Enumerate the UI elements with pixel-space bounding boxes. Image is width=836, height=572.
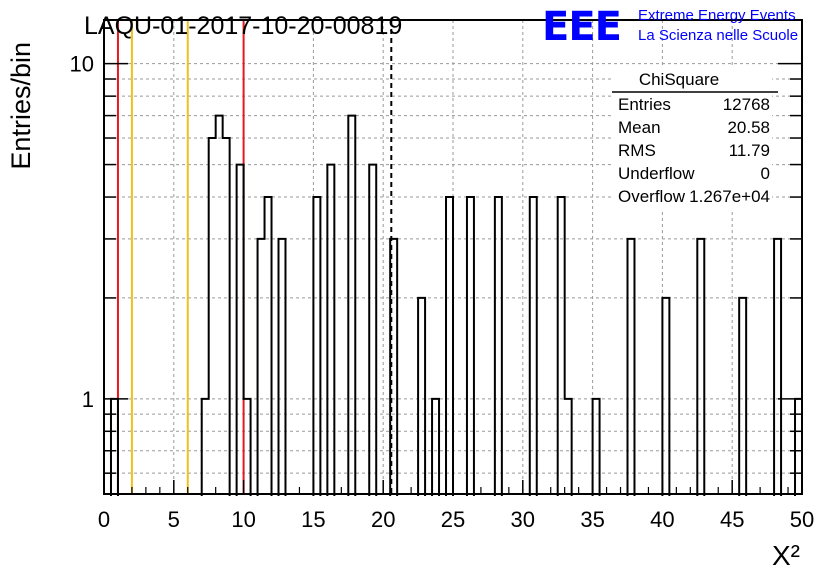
x-tick-label: 45 — [720, 507, 744, 532]
histogram-bin — [202, 399, 209, 494]
histogram-bin — [418, 298, 425, 494]
x-tick-label: 25 — [441, 507, 465, 532]
x-tick-label: 5 — [168, 507, 180, 532]
histogram-bin — [111, 399, 118, 494]
histogram-bin — [313, 197, 320, 494]
stats-underflow-label: Underflow — [618, 164, 695, 183]
histogram-bin — [662, 298, 669, 494]
stats-entries-label: Entries — [618, 95, 671, 114]
eee-logo: EEE — [542, 4, 621, 50]
logo-subtitle-line2: La Scienza nelle Scuole — [638, 27, 798, 44]
x-tick-label: 20 — [371, 507, 395, 532]
x-axis-label: X² — [772, 540, 800, 571]
x-tick-label: 15 — [301, 507, 325, 532]
histogram-bin — [216, 116, 223, 494]
x-tick-label: 10 — [231, 507, 255, 532]
stats-overflow-value: 1.267e+04 — [689, 187, 770, 206]
stats-box-title: ChiSquare — [639, 70, 719, 89]
stats-overflow-label: Overflow — [618, 187, 686, 206]
histogram-bin — [258, 239, 265, 494]
histogram-bin — [279, 239, 286, 494]
histogram-bin — [265, 197, 272, 494]
histogram-bin — [697, 239, 704, 494]
y-tick-label: 1 — [82, 387, 94, 412]
y-tick-label: 10 — [70, 52, 94, 77]
histogram-bin — [628, 239, 635, 494]
stats-entries-value: 12768 — [723, 95, 770, 114]
x-tick-label: 50 — [790, 507, 814, 532]
y-tick-labels: 1 10 — [70, 52, 94, 412]
stats-underflow-value: 0 — [761, 164, 770, 183]
stats-mean-label: Mean — [618, 118, 661, 137]
histogram-bin — [739, 298, 746, 494]
run-title: LAQU-01-2017-10-20-00819 — [84, 12, 402, 40]
histogram-bin — [558, 197, 565, 494]
x-tick-label: 0 — [98, 507, 110, 532]
histogram-bin — [495, 197, 502, 494]
x-tick-labels: 0 5 10 15 20 25 30 35 40 45 50 — [98, 507, 814, 532]
histogram-bin — [565, 399, 572, 494]
histogram-bin — [593, 399, 600, 494]
histogram-bin — [390, 239, 397, 494]
x-tick-label: 30 — [511, 507, 535, 532]
histogram-bin — [209, 138, 216, 494]
axis-ticks — [103, 62, 803, 494]
histogram-bin — [774, 239, 781, 494]
stats-rms-label: RMS — [618, 141, 656, 160]
stats-rms-value: 11.79 — [729, 141, 770, 160]
logo-subtitle-line1: Extreme Energy Events — [638, 7, 796, 24]
x-tick-label: 40 — [650, 507, 674, 532]
histogram-bin — [327, 165, 334, 494]
histogram-bin — [530, 197, 537, 494]
y-axis-label: Entries/bin — [6, 42, 36, 170]
histogram-bin — [244, 399, 251, 494]
histogram-bin — [369, 165, 376, 494]
histogram-bin — [432, 399, 439, 494]
stats-box: ChiSquare Entries 12768 Mean 20.58 RMS 1… — [612, 66, 778, 210]
stats-mean-value: 20.58 — [727, 118, 770, 137]
histogram-bin — [467, 197, 474, 494]
histogram-bin — [223, 138, 230, 494]
stats-box-background — [612, 66, 772, 210]
histogram-bin — [237, 165, 244, 494]
histogram-bin — [348, 116, 355, 494]
x-tick-label: 35 — [580, 507, 604, 532]
histogram-bin — [446, 197, 453, 494]
